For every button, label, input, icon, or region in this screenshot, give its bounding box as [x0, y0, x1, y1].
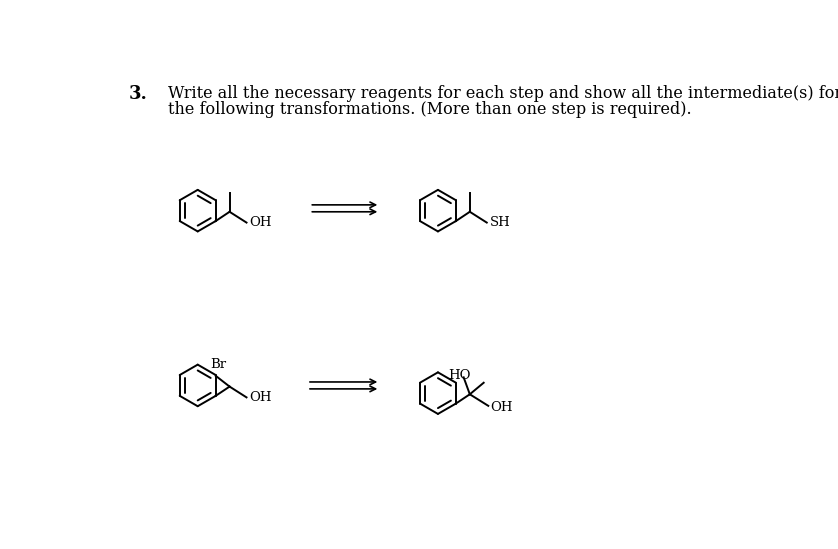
Text: OH: OH [250, 391, 272, 404]
Text: the following transformations. (More than one step is required).: the following transformations. (More tha… [168, 102, 692, 118]
Text: SH: SH [490, 216, 510, 229]
Text: OH: OH [490, 401, 513, 414]
Text: Br: Br [210, 358, 227, 371]
Text: 3.: 3. [128, 85, 147, 103]
Text: Write all the necessary reagents for each step and show all the intermediate(s) : Write all the necessary reagents for eac… [168, 85, 838, 102]
Text: HO: HO [448, 369, 471, 382]
Text: OH: OH [250, 216, 272, 229]
